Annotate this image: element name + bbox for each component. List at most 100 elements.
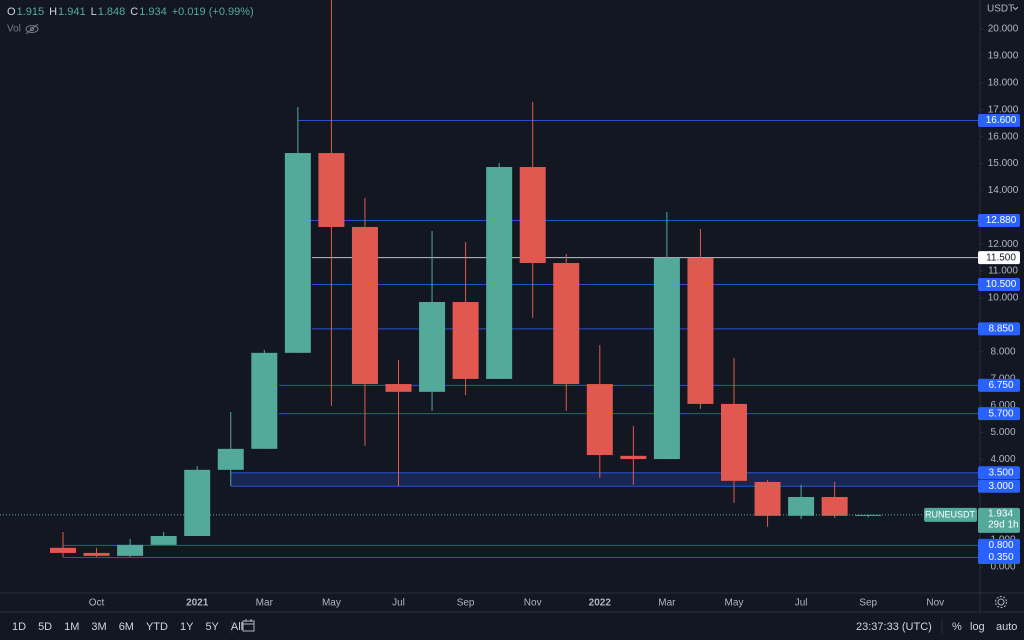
candle-body — [452, 302, 479, 379]
candle-body — [150, 535, 177, 545]
countdown: 29d 1h — [988, 520, 1019, 531]
y-tick-label: 6.000 — [990, 400, 1015, 411]
range-button[interactable]: All — [231, 621, 243, 633]
ohlc-label: O — [7, 6, 16, 18]
currency[interactable]: USDT — [987, 4, 1014, 15]
x-tick-label: May — [725, 598, 744, 609]
level-label: 8.850 — [988, 324, 1013, 335]
candle-body — [486, 167, 513, 379]
range-button[interactable]: 1M — [64, 621, 79, 633]
volume-label[interactable]: Vol — [7, 24, 21, 35]
level-label-bg — [978, 322, 1020, 336]
level-label-bg — [978, 113, 1020, 127]
range-button[interactable]: 1Y — [180, 621, 194, 633]
range-button[interactable]: 1D — [12, 621, 26, 633]
scale-option[interactable]: log — [970, 621, 985, 633]
candle-body — [821, 496, 848, 516]
candle-body — [553, 263, 580, 385]
level-label-bg — [978, 251, 1020, 265]
level-label: 3.000 — [988, 481, 1013, 492]
range-button[interactable]: 3M — [91, 621, 106, 633]
level-label-bg — [978, 214, 1020, 228]
date-range-icon[interactable] — [242, 619, 255, 632]
x-tick-label: Mar — [256, 598, 274, 609]
y-tick-label: 20.000 — [988, 24, 1019, 35]
scale-option[interactable]: auto — [996, 621, 1017, 633]
symbol-label-bg — [924, 507, 977, 522]
x-tick-label: Jul — [392, 598, 405, 609]
y-tick-label: 14.000 — [988, 185, 1019, 196]
x-tick-label: Nov — [926, 598, 944, 609]
y-tick-label: 15.000 — [988, 158, 1019, 169]
y-tick-label: 7.000 — [990, 373, 1015, 384]
x-tick-label: Oct — [89, 598, 105, 609]
x-tick-label: 2022 — [589, 598, 612, 609]
level-label: 3.500 — [988, 467, 1013, 478]
candle-body — [351, 226, 378, 385]
candle-body — [184, 469, 211, 536]
scale-option[interactable]: % — [952, 621, 962, 633]
y-tick-label: 10.000 — [988, 293, 1019, 304]
candle-body — [419, 302, 446, 392]
y-tick-label: 11.000 — [988, 266, 1018, 277]
ohlc-value: 1.848 — [98, 6, 126, 18]
x-tick-label: Mar — [658, 598, 676, 609]
candle-body — [217, 448, 244, 470]
x-tick-label: Sep — [457, 598, 475, 609]
y-tick-label: 17.000 — [988, 104, 1019, 115]
y-tick-label: 18.000 — [988, 77, 1019, 88]
y-tick-label: 12.000 — [988, 239, 1019, 250]
dropdown-icon[interactable] — [1012, 6, 1019, 11]
level-label: 0.350 — [988, 552, 1013, 563]
zone — [231, 472, 980, 487]
ohlc-label: H — [49, 6, 57, 18]
eye-icon[interactable] — [25, 23, 39, 35]
settings-icon[interactable] — [995, 596, 1007, 608]
range-button[interactable]: YTD — [146, 621, 168, 633]
level-label: 10.500 — [986, 279, 1017, 290]
y-tick-label: 16.000 — [988, 131, 1019, 142]
candle-body — [620, 455, 647, 460]
level-label: 0.800 — [988, 540, 1013, 551]
candle-body — [586, 384, 613, 456]
ohlc-value: 1.934 — [139, 6, 167, 18]
level-label: 5.700 — [988, 408, 1013, 419]
candle-body — [687, 257, 714, 404]
clock: 23:37:33 (UTC) — [856, 621, 932, 633]
level-label-bg — [978, 278, 1020, 292]
range-button[interactable]: 5D — [38, 621, 52, 633]
ohlc-value: 1.941 — [58, 6, 86, 18]
ohlc-label: L — [91, 6, 97, 18]
level-label: 11.500 — [986, 252, 1016, 263]
range-button[interactable]: 6M — [119, 621, 134, 633]
candle-body — [251, 352, 278, 449]
level-label: 6.750 — [988, 380, 1013, 391]
range-button[interactable]: 5Y — [205, 621, 219, 633]
y-tick-label: 19.000 — [988, 51, 1019, 62]
y-tick-label: 0.000 — [990, 562, 1015, 573]
level-label-bg — [978, 407, 1020, 421]
x-tick-label: 2021 — [186, 598, 209, 609]
level-label-bg — [978, 466, 1020, 480]
ohlc-value: 1.915 — [17, 6, 45, 18]
candle-body — [855, 514, 882, 516]
level-label: 16.600 — [986, 115, 1017, 126]
candle-body — [83, 552, 110, 556]
candle-body — [284, 153, 311, 353]
y-tick-label: 5.000 — [990, 427, 1015, 438]
candle-body — [788, 496, 815, 516]
level-label-bg — [978, 378, 1020, 392]
candle-body — [117, 544, 144, 556]
ohlc-label: C — [130, 6, 138, 18]
candle-body — [385, 384, 412, 392]
last-price-bg — [978, 507, 1020, 533]
x-tick-label: May — [322, 598, 341, 609]
candle-body — [754, 481, 781, 516]
candle-body — [653, 257, 680, 460]
candle-body — [318, 153, 345, 227]
last-price-label: 1.934 — [988, 509, 1013, 520]
level-label-bg — [978, 551, 1020, 565]
level-label: 12.880 — [986, 215, 1017, 226]
